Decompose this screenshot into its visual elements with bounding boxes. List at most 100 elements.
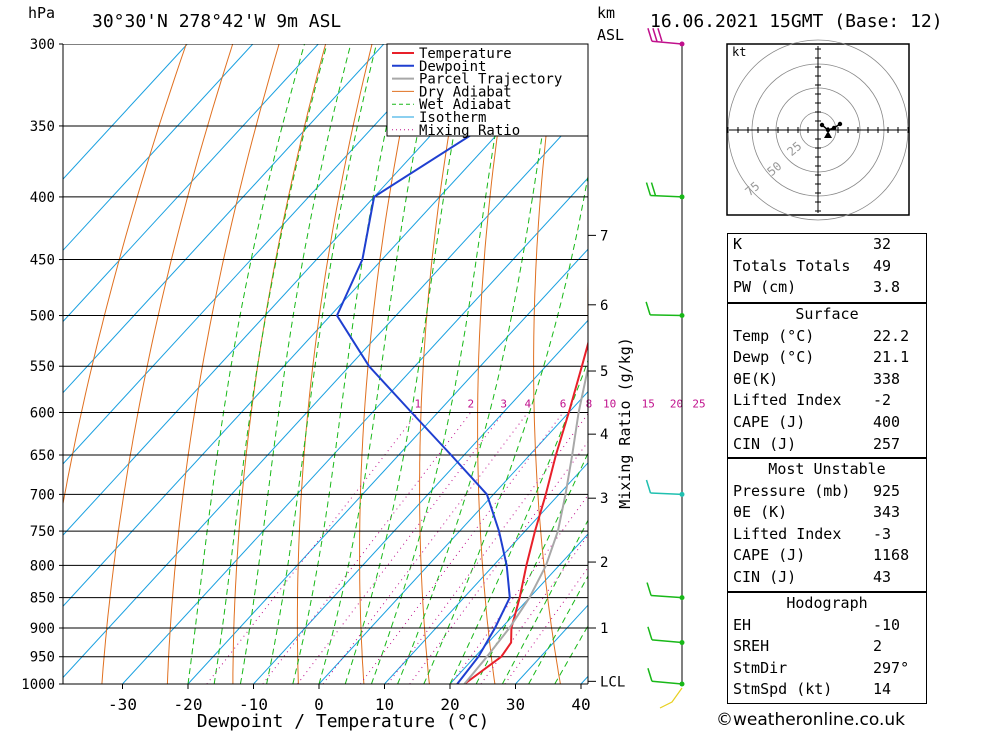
index-label: Totals Totals xyxy=(733,256,851,275)
wind-barb-shaft xyxy=(650,314,683,317)
temperature-tick-label: 0 xyxy=(314,695,324,714)
wet-adiabat-line xyxy=(423,173,588,684)
wind-barb-feather xyxy=(646,582,652,596)
index-label: StmDir xyxy=(733,658,788,677)
isotherm-line xyxy=(63,44,581,608)
isotherm-line xyxy=(253,319,588,684)
wet-adiabat-line xyxy=(528,574,588,684)
wind-barb-feather xyxy=(647,28,653,42)
mixing-ratio-label: 8 xyxy=(586,397,593,410)
temperature-tick-label: 10 xyxy=(375,695,394,714)
pressure-tick-label: 1000 xyxy=(21,677,55,693)
pressure-tick-label: 550 xyxy=(30,359,55,375)
index-row: Lifted Index -2 xyxy=(728,390,926,412)
plot-area xyxy=(63,44,1000,684)
pressure-tick-label: 950 xyxy=(30,650,55,666)
legend-label: Dewpoint xyxy=(419,59,486,75)
index-label: K xyxy=(733,235,743,253)
mixing-ratio-line xyxy=(297,412,505,684)
wind-barb-shaft xyxy=(651,639,683,644)
indices-hodograph-panel: Hodograph EH -10 SREH 2 StmDir 297° StmSpd (kt)… xyxy=(727,592,927,704)
pressure-tick-label: 600 xyxy=(30,405,55,421)
dry-adiabat-line xyxy=(166,44,280,684)
wind-barb xyxy=(645,479,685,497)
asl-label: ASL xyxy=(597,26,625,44)
index-label: CIN (J) xyxy=(733,434,797,453)
index-row: K 32 xyxy=(728,234,926,256)
series-temperature-line xyxy=(463,340,588,684)
index-value: 21.1 xyxy=(873,348,910,367)
index-value: 32 xyxy=(873,235,892,253)
height-tick-label: 4 xyxy=(600,427,608,443)
index-row: Totals Totals 49 xyxy=(728,256,926,278)
temperature-tick-label: 40 xyxy=(571,695,590,714)
index-value: 49 xyxy=(873,256,892,275)
isotherm-line xyxy=(63,44,450,465)
legend-box xyxy=(386,43,589,137)
series-parcel-trajectory-line xyxy=(463,363,588,684)
index-label: EH xyxy=(733,615,752,634)
index-label: Temp (°C) xyxy=(733,326,815,345)
height-tick-label: LCL xyxy=(600,674,625,690)
hodograph-point xyxy=(831,125,837,131)
wet-adiabat-line xyxy=(501,519,588,684)
wet-adiabat-line xyxy=(344,44,471,684)
index-value: 257 xyxy=(873,434,901,453)
index-value: -10 xyxy=(873,615,901,634)
height-tick-label: 3 xyxy=(600,491,608,507)
isotherm-line xyxy=(449,533,588,684)
index-value: 297° xyxy=(873,658,910,677)
hodograph-trace xyxy=(821,123,841,131)
panel-title: Surface xyxy=(795,305,859,323)
isotherm-line xyxy=(63,44,254,252)
isotherm-line xyxy=(63,106,588,679)
isotherm-line xyxy=(318,390,588,684)
index-value: -3 xyxy=(873,524,892,543)
index-value: 343 xyxy=(873,503,901,522)
mixing-ratio-line xyxy=(387,412,588,684)
isotherm-line xyxy=(63,44,188,180)
dry-adiabat-line xyxy=(975,44,1000,684)
storm-motion-marker xyxy=(824,131,832,138)
index-value: 14 xyxy=(873,680,892,699)
wind-barb-shaft xyxy=(651,680,683,685)
index-label: CIN (J) xyxy=(733,567,797,586)
mixing-ratio-label: 25 xyxy=(692,397,705,410)
wind-barb xyxy=(647,668,685,687)
datetime-label: 16.06.2021 15GMT (Base: 12) xyxy=(650,11,943,32)
index-row: CIN (J) 257 xyxy=(728,434,926,456)
hodograph-point xyxy=(825,127,831,133)
index-label: Dewp (°C) xyxy=(733,348,815,367)
indices-surface-panel: Surface Temp (°C) 22.2 Dewp (°C) 21.1 θE(K) 33… xyxy=(727,303,927,458)
wind-barb-shaft xyxy=(650,194,683,198)
index-label: θE(K) xyxy=(733,369,779,388)
pressure-tick-label: 900 xyxy=(30,621,55,637)
index-row: CAPE (J) 400 xyxy=(728,412,926,434)
isotherm-line xyxy=(63,44,319,323)
pressure-unit-label: hPa xyxy=(28,4,56,22)
index-row: Temp (°C) 22.2 xyxy=(728,326,926,348)
index-row: θE(K) 338 xyxy=(728,369,926,391)
hodograph-unit-label: kt xyxy=(732,45,746,59)
panel-title: Most Unstable xyxy=(768,460,886,478)
hodograph-point xyxy=(837,121,843,127)
isotherm-line xyxy=(63,44,385,394)
index-row: PW (cm) 3.8 xyxy=(728,277,926,299)
wind-barb-feather xyxy=(647,626,653,641)
mixing-ratio-label: 20 xyxy=(670,397,683,410)
index-value: 400 xyxy=(873,412,901,431)
dry-adiabat-line xyxy=(232,44,327,684)
copyright-footer[interactable]: ©weatheronline.co.uk xyxy=(716,710,906,730)
wind-barb-shaft xyxy=(650,492,683,496)
index-row: EH -10 xyxy=(728,615,926,637)
temperature-tick-label: -30 xyxy=(108,695,137,714)
indices-basic-panel: K 32 Totals Totals 49 PW (cm) 3.8 xyxy=(727,233,927,303)
mixing-ratio-axis-label: Mixing Ratio (g/kg) xyxy=(616,337,634,509)
index-row: StmSpd (kt) 14 xyxy=(728,679,926,701)
dry-adiabat-line xyxy=(533,44,561,684)
pressure-tick-label: 350 xyxy=(30,119,55,135)
pressure-tick-label: 650 xyxy=(30,448,55,464)
index-value: -2 xyxy=(873,391,892,410)
index-row: Lifted Index -3 xyxy=(728,524,926,546)
